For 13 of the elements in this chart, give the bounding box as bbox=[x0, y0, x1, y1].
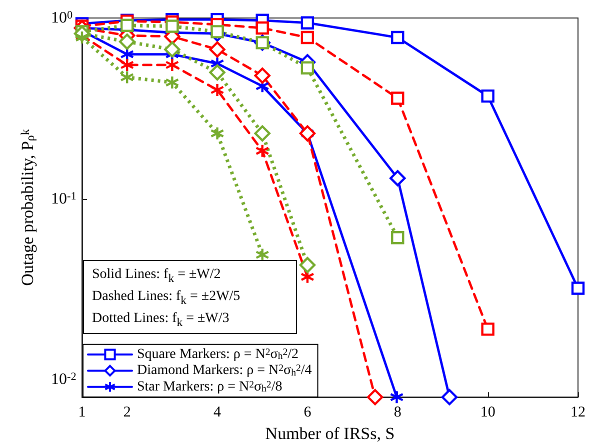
annotation: Dashed Lines: f$_{k}$ = ±2W/5 bbox=[92, 288, 242, 308]
x-tick-label: 4 bbox=[214, 404, 222, 421]
x-tick-label: 8 bbox=[394, 404, 402, 421]
y-axis-title: Outage probability, Pρk bbox=[18, 129, 37, 286]
note-box: Solid Lines: f$_{k}$ = ±W/2 Dashed Lines: f$_{k}$ = ±2W/5 Dotted Lines: f$_{k}$ = ±W/3 bbox=[83, 260, 297, 334]
x-tick-label: 1 bbox=[78, 404, 86, 421]
x-tick-label: 10 bbox=[480, 404, 496, 421]
x-axis-title: Number of IRSs, S bbox=[265, 424, 395, 443]
x-tick-label: 2 bbox=[123, 404, 131, 421]
x-tick-label: 12 bbox=[570, 404, 586, 421]
x-tick-label: 6 bbox=[304, 404, 312, 421]
annotation: Solid Lines: f$_{k}$ = ±W/2 bbox=[92, 266, 222, 286]
annotation: Dotted Lines: f$_{k}$ = ±W/3 bbox=[92, 310, 230, 330]
